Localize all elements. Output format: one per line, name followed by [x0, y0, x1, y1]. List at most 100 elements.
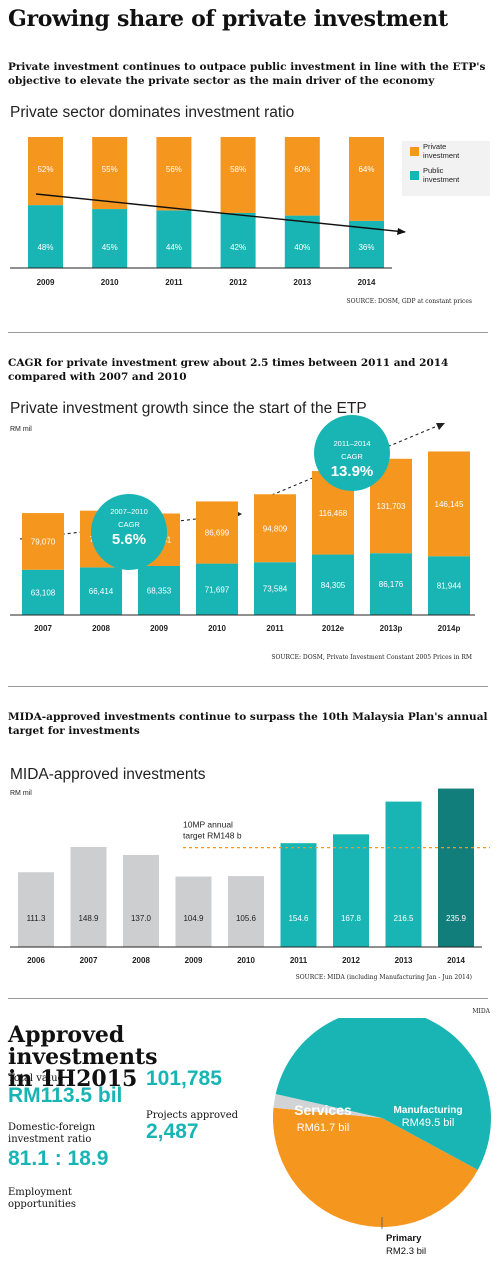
- tick-2007: 2007: [80, 956, 98, 965]
- chart2-unit: RM mil: [10, 426, 32, 433]
- slice-label-primary-name: Primary: [386, 1233, 422, 1244]
- bar-2012: [333, 834, 369, 947]
- label-2006: 111.3: [27, 914, 46, 923]
- ratio-label: Domestic-foreign investment ratio: [8, 1122, 95, 1146]
- tick-2011: 2011: [290, 956, 308, 965]
- chart1-bars: 52% 48% 55% 45% 56% 44% 58% 42% 60% 40% 64% 36%: [28, 137, 384, 268]
- divider-3: [8, 998, 488, 999]
- bar-2007: [70, 846, 107, 947]
- projects-value: 2,487: [146, 1120, 199, 1143]
- employment-value: 101,785: [146, 1067, 222, 1090]
- tick-2011: 2011: [266, 624, 284, 633]
- label-public-2013: 40%: [294, 243, 310, 252]
- label-public-2010: 45%: [102, 243, 118, 252]
- ratio-label-line1: Domestic-foreign: [8, 1122, 96, 1133]
- page-title: Growing share of private investment: [8, 6, 448, 32]
- chart2-bars: 63,10879,07066,41479,11168,35373,23171,6…: [22, 451, 470, 615]
- bar-upper-2007: [22, 513, 64, 570]
- tick-2009: 2009: [150, 624, 168, 633]
- label-private-2011: 56%: [166, 165, 182, 174]
- legend-private-line2: investment: [423, 151, 460, 160]
- label-lower-2009: 68,353: [147, 586, 172, 595]
- bar-lower-2008: [80, 567, 122, 615]
- chart2-ticks: 2007 2008 2009 2010 2011 2012e 2013p 2014p: [34, 624, 460, 633]
- divider-2: [8, 686, 488, 687]
- tick-2013: 2013: [293, 278, 311, 287]
- label-private-2012: 58%: [230, 165, 246, 174]
- total-value-label: Total value: [8, 1073, 64, 1084]
- bar-private-2009: [28, 137, 63, 206]
- tick-2010: 2010: [237, 956, 255, 965]
- bar-2010: [228, 876, 264, 947]
- cagr-bubble-1: 2007–2010 CAGR 5.6%: [91, 494, 167, 570]
- label-2011: 154.6: [288, 914, 309, 923]
- chart1-title: Private sector dominates investment rati…: [10, 104, 295, 121]
- bar-private-2014: [349, 137, 384, 221]
- label-2013: 216.5: [393, 914, 414, 923]
- label-upper-2013p: 131,703: [377, 502, 406, 511]
- bar-upper-2014p: [428, 451, 470, 557]
- label-private-2010: 55%: [102, 165, 118, 174]
- bar-private-2012: [220, 137, 256, 213]
- bar-private-2013: [284, 137, 320, 216]
- tick-2013: 2013: [395, 956, 413, 965]
- tick-2014: 2014: [358, 278, 376, 287]
- slice-label-services-name: Services: [294, 1102, 352, 1118]
- cagr-bubble-2: 2011–2014 CAGR 13.9%: [314, 415, 390, 491]
- chart3-svg: 111.3 148.9 137.0 104.9 105.6 154.6 167.8 216.5…: [10, 788, 490, 965]
- tick-2012: 2012: [229, 278, 247, 287]
- label-public-2011: 44%: [166, 243, 182, 252]
- ratio-value: 81.1 : 18.9: [8, 1147, 109, 1170]
- bar-public-2009: [28, 205, 63, 268]
- tick-2008: 2008: [132, 956, 150, 965]
- bar-lower-2009: [138, 565, 180, 615]
- intro-text: Private investment continues to outpace …: [8, 61, 486, 87]
- bar-lower-2010: [196, 563, 238, 615]
- label-lower-2010: 71,697: [205, 585, 230, 594]
- cagr-bubble-2-label: CAGR: [341, 452, 363, 461]
- bar-upper-2010: [196, 501, 238, 564]
- chart3-title: MIDA-approved investments: [10, 766, 206, 783]
- bar-2006: [18, 872, 54, 947]
- slice-label-primary-value: RM2.3 bil: [386, 1246, 426, 1257]
- bar-private-2010: [92, 137, 128, 210]
- bar-lower-2014p: [428, 556, 470, 615]
- label-upper-2011: 94,809: [263, 524, 288, 533]
- bar-public-2010: [92, 209, 128, 268]
- label-upper-2007: 79,070: [31, 537, 56, 546]
- cagr-bubble-1-value: 5.6%: [112, 531, 146, 548]
- tick-2014p: 2014p: [438, 624, 461, 633]
- bar-lower-2013p: [370, 553, 412, 615]
- legend-public-line2: investment: [423, 175, 460, 184]
- bar-2014: [438, 788, 474, 947]
- chart2-heading: CAGR for private investment grew about 2…: [8, 357, 449, 383]
- employment-label-line1: Employment: [8, 1187, 72, 1198]
- approved-title-line1: Approved investments: [8, 1022, 158, 1070]
- credit: MIDA: [472, 1008, 490, 1015]
- chart3-heading: MIDA-approved investments continue to su…: [8, 711, 488, 737]
- label-2012: 167.8: [341, 914, 362, 923]
- tick-2009: 2009: [37, 278, 55, 287]
- label-upper-2014p: 146,145: [435, 500, 464, 509]
- chart2-trend2-line: [254, 423, 443, 503]
- tick-2010: 2010: [208, 624, 226, 633]
- legend-public-line1: Public: [423, 166, 444, 175]
- tick-2011: 2011: [165, 278, 183, 287]
- label-lower-2012e: 84,305: [321, 581, 346, 590]
- slice-primary: [273, 1094, 382, 1118]
- slice-manufacturing: [273, 1107, 478, 1227]
- tick-2010: 2010: [101, 278, 119, 287]
- label-private-2009: 52%: [37, 165, 53, 174]
- projects-label: Projects approved: [146, 1110, 239, 1121]
- label-public-2014: 36%: [358, 243, 374, 252]
- tick-2012e: 2012e: [322, 624, 345, 633]
- label-public-2009: 48%: [37, 243, 53, 252]
- legend-private-line1: Private: [423, 142, 446, 151]
- label-2014: 235.9: [446, 914, 467, 923]
- chart2-svg: 63,10879,07066,41479,11168,35373,23171,6…: [10, 415, 475, 633]
- chart3-bars: 111.3 148.9 137.0 104.9 105.6 154.6 167.8 216.5…: [18, 788, 474, 947]
- employment-label-line2: opportunities: [8, 1199, 76, 1210]
- label-public-2012: 42%: [230, 243, 246, 252]
- bar-2013: [385, 801, 422, 947]
- bar-2009: [175, 876, 212, 947]
